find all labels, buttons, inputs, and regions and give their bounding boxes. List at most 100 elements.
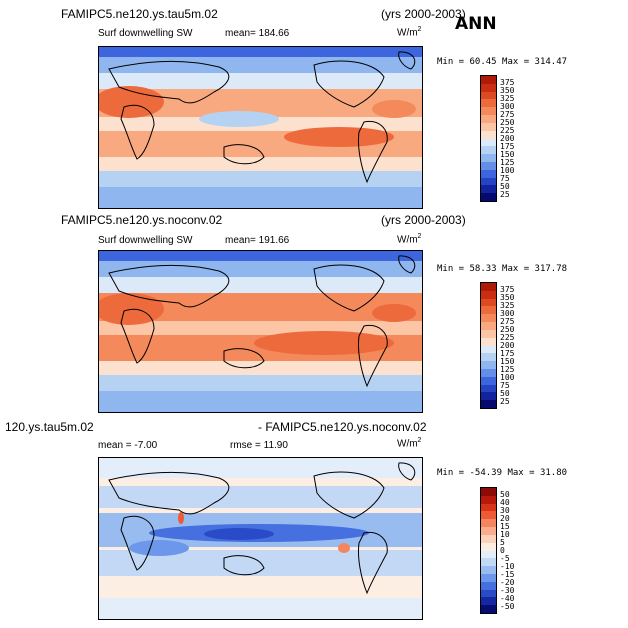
colorbar-swatch (481, 169, 496, 178)
colorbar-swatch (481, 306, 496, 315)
colorbar-tick-label: 40 (500, 498, 510, 508)
colorbar-swatch (481, 345, 496, 354)
colorbar-swatch (481, 314, 496, 323)
colorbar-tick-label: 125 (500, 364, 515, 374)
colorbar-swatch (481, 400, 496, 408)
colorbar-swatch (481, 283, 496, 291)
panel2-band-n45 (99, 277, 422, 293)
panel3-peru-excess (338, 543, 350, 553)
colorbar-swatch (481, 76, 496, 84)
panel1-band-n60 (99, 57, 422, 73)
panel2-arctic (99, 251, 422, 261)
colorbar-tick-label: 175 (500, 348, 515, 358)
colorbar-swatch (481, 361, 496, 369)
panel2-band-n60 (99, 261, 422, 277)
colorbar-swatch (481, 368, 496, 377)
colorbar-tick-label: 15 (500, 522, 510, 532)
panel3-core-deficit (204, 528, 274, 540)
colorbar-swatch (481, 130, 496, 139)
panel2-range: Min = 58.33 Max = 317.78 (437, 264, 568, 274)
colorbar-tick-label: 30 (500, 506, 510, 516)
colorbar-tick-label: 10 (500, 530, 510, 540)
panel2-case-title: FAMIPC5.ne120.ys.noconv.02 (61, 213, 223, 227)
panel3-case-title: 120.ys.tau5m.02 (5, 420, 94, 434)
colorbar-swatch (481, 495, 496, 504)
colorbar-tick-label: 75 (500, 173, 510, 183)
colorbar-tick-label: 100 (500, 165, 515, 175)
colorbar-tick-label: 5 (500, 538, 505, 548)
panel2-colorbar (480, 282, 497, 409)
colorbar-swatch (481, 146, 496, 155)
colorbar-tick-label: 225 (500, 126, 515, 136)
colorbar-tick-label: 325 (500, 301, 515, 311)
panel2-map (98, 250, 423, 413)
colorbar-tick-label: 0 (500, 546, 505, 555)
panel2-map-svg (99, 251, 422, 412)
colorbar-tick-label: 75 (500, 380, 510, 390)
panel2-units: W/m2 (397, 233, 422, 246)
panel2-variable: Surf downwelling SW (98, 235, 193, 246)
colorbar-swatch (481, 550, 496, 559)
colorbar-tick-label: 50 (500, 181, 510, 191)
colorbar-swatch (481, 290, 496, 299)
colorbar-swatch (481, 527, 496, 535)
panel3-asia-excess (178, 512, 184, 524)
panel1-hot-atlantic (372, 100, 416, 118)
panel2-band-antarctic (99, 391, 422, 412)
colorbar-swatch (481, 161, 496, 170)
colorbar-tick-label: 150 (500, 356, 515, 366)
colorbar-tick-label: -40 (500, 593, 515, 603)
colorbar-swatch (481, 115, 496, 123)
colorbar-swatch (481, 566, 496, 574)
panel3-colorbar (480, 487, 497, 614)
colorbar-swatch (481, 597, 496, 606)
panel1-band-antarctic (99, 187, 422, 208)
colorbar-swatch (481, 83, 496, 92)
panel2-band-s55 (99, 375, 422, 391)
panel1-range: Min = 60.45 Max = 314.47 (437, 57, 568, 67)
colorbar-swatch (481, 337, 496, 346)
colorbar-tick-label: 175 (500, 141, 515, 151)
panel1-variable: Surf downwelling SW (98, 28, 193, 39)
colorbar-tick-label: -20 (500, 577, 515, 587)
colorbar-swatch (481, 573, 496, 582)
colorbar-tick-label: 300 (500, 309, 515, 319)
panel1-band-n45 (99, 73, 422, 89)
colorbar-tick-label: 225 (500, 333, 515, 343)
panel3-map (98, 457, 423, 620)
colorbar-swatch (481, 99, 496, 108)
panel1-band-s40 (99, 157, 422, 171)
panel1-units: W/m2 (397, 26, 422, 39)
panel1-map (98, 46, 423, 209)
colorbar-swatch (481, 91, 496, 100)
colorbar-swatch (481, 392, 496, 401)
colorbar-swatch (481, 298, 496, 307)
panel3-subtract-title: - FAMIPC5.ne120.ys.noconv.02 (258, 420, 427, 434)
colorbar-swatch (481, 581, 496, 590)
panel2-coastlines (108, 255, 416, 388)
colorbar-tick-label: 250 (500, 118, 515, 128)
colorbar-swatch (481, 384, 496, 393)
panel3-band-n35 (99, 486, 422, 508)
panel1-coastlines (108, 51, 416, 184)
colorbar-tick-label: 50 (500, 490, 510, 500)
panel1-cool-warmpool (199, 111, 279, 127)
panel1-colorbar (480, 75, 497, 202)
panel3-arctic (99, 458, 422, 478)
colorbar-tick-label: 25 (500, 189, 510, 199)
colorbar-tick-label: 20 (500, 514, 510, 524)
colorbar-tick-label: 300 (500, 102, 515, 112)
panel3-coastlines (108, 462, 416, 595)
panel3-units: W/m2 (397, 437, 422, 450)
panel3-mean: mean = -7.00 (98, 440, 158, 451)
panel2-mean: mean= 191.66 (225, 235, 290, 246)
panel1-map-svg (99, 47, 422, 208)
colorbar-tick-label: 25 (500, 396, 510, 406)
panel1-years: (yrs 2000-2003) (381, 7, 466, 21)
colorbar-swatch (481, 558, 496, 567)
panel1-case-title: FAMIPC5.ne120.ys.tau5m.02 (61, 7, 218, 21)
colorbar-tick-label: 50 (500, 388, 510, 398)
panel3-map-svg (99, 458, 422, 619)
colorbar-swatch (481, 589, 496, 598)
colorbar-tick-label: 275 (500, 317, 515, 327)
